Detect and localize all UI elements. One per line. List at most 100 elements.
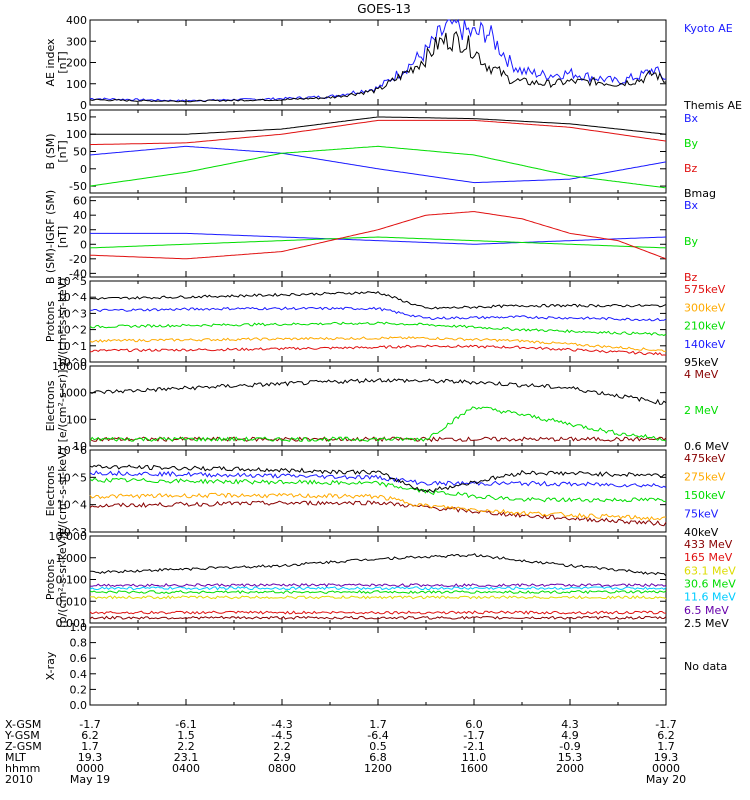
- ytick-label: 0.001: [56, 617, 88, 630]
- panel-xray: 0.0 0.2 0.4 0.6 0.8 1.0 No data X-ray: [44, 621, 727, 712]
- series-line-40kev: [89, 464, 667, 493]
- ytick-label: 10^3: [57, 526, 87, 539]
- legend-label: 30.6 MeV: [684, 578, 736, 591]
- series-line-0.6-mev: [89, 377, 667, 405]
- footer-cell: -1.7: [463, 729, 484, 742]
- legend-label: 150keV: [684, 489, 726, 502]
- ytick-label: 10^0: [57, 356, 87, 369]
- series-line-30.6-mev: [89, 589, 667, 595]
- ytick-label: 10.000: [49, 530, 88, 543]
- ytick-label: 40: [73, 209, 87, 222]
- panel-frame: [89, 109, 667, 194]
- footer-cell: 4.9: [561, 729, 579, 742]
- ylabel-line2: [p/(cm²-s-sr-keV)]: [56, 531, 69, 628]
- series-line-210kev: [89, 321, 667, 337]
- ylabel-line1: AE index: [44, 38, 57, 87]
- series-line-bx: [90, 232, 667, 245]
- ytick-label: 10^6: [57, 444, 87, 457]
- footer-cell: 2.2: [177, 740, 195, 753]
- footer-cell: -2.1: [463, 740, 484, 753]
- ylabel-line1: Protons: [44, 559, 57, 600]
- ytick-label: 10^5: [57, 471, 87, 484]
- legend-label: 95keV: [684, 356, 719, 369]
- panel-protons_kev: 10^0 10^1 10^2 10^3 10^4 10^5 575keV 300keV 210k…: [44, 275, 726, 369]
- footer-row-label: Y-GSM: [4, 729, 40, 742]
- ylabel-line2: e/(cm²-s-sr-keV): [56, 447, 69, 535]
- series-line-475kev: [89, 500, 667, 527]
- ytick-label: 100: [66, 128, 87, 141]
- footer-cell: 0000: [652, 762, 680, 775]
- footer-cell: 11.0: [462, 751, 487, 764]
- footer-cell: -1.7: [655, 718, 676, 731]
- footer-cell: 1600: [460, 762, 488, 775]
- series-line-140kev: [89, 306, 667, 322]
- ytick-label: 10: [73, 440, 87, 453]
- footer-table: X-GSM -1.7 -6.1 -4.3 1.7 6.0 4.3 -1.7Y-GSM 6.2 1.…: [4, 718, 686, 786]
- panel-ae: 0 100 200 300 400 Kyoto AE Themis AE AE index [n…: [44, 14, 742, 112]
- series-line-300kev: [89, 336, 667, 353]
- footer-cell: 1.7: [81, 740, 99, 753]
- ytick-label: 10^5: [57, 275, 87, 288]
- legend-label: 210keV: [684, 320, 726, 333]
- footer-date-start: May 19: [70, 773, 110, 786]
- footer-row-label: hhmm: [5, 762, 40, 775]
- ytick-label: 10^3: [57, 307, 87, 320]
- ytick-label: 300: [66, 35, 87, 48]
- legend-label: 165 MeV: [684, 551, 733, 564]
- footer-cell: 0.5: [369, 740, 387, 753]
- ytick-label: 20: [73, 224, 87, 237]
- series-line-6.5-mev: [89, 583, 667, 588]
- ytick-label: 0: [80, 163, 87, 176]
- legend-label: Bx: [684, 199, 699, 212]
- series-line-2-mev: [89, 406, 667, 442]
- footer-cell: -4.5: [271, 729, 292, 742]
- footer-cell: -6.4: [367, 729, 388, 742]
- footer-cell: 1.5: [177, 729, 195, 742]
- footer-row-label: X-GSM: [5, 718, 41, 731]
- legend-label: 63.1 MeV: [684, 564, 736, 577]
- series-line-165-mev: [89, 610, 667, 615]
- legend-label: 2 MeV: [684, 404, 719, 417]
- series-line-11.6-mev: [89, 586, 667, 591]
- ytick-label: 0.8: [70, 637, 88, 650]
- ytick-label: 0.0: [70, 699, 88, 712]
- panel-frame: [89, 535, 667, 624]
- ytick-label: 60: [73, 195, 87, 208]
- panel-frame: [89, 365, 667, 447]
- series-line-63.1-mev: [89, 595, 667, 600]
- legend-label: Themis AE: [683, 99, 742, 112]
- ytick-label: -50: [69, 180, 87, 193]
- ylabel-line2: [nT]: [56, 226, 69, 248]
- footer-cell: 15.3: [558, 751, 583, 764]
- panel-frame: [89, 626, 667, 706]
- ylabel-line1: B (SM)-IGRF (SM): [44, 190, 57, 284]
- ytick-label: 1.000: [56, 552, 88, 565]
- ytick-label: 400: [66, 14, 87, 27]
- series-line-433-mev: [89, 615, 667, 620]
- legend-label: 575keV: [684, 283, 726, 296]
- figure-title: GOES-13: [357, 2, 411, 16]
- ylabel-line2: [nT]: [56, 140, 69, 162]
- series-line-by: [89, 145, 667, 189]
- footer-cell: 2.2: [273, 740, 291, 753]
- footer-row-label: MLT: [5, 751, 26, 764]
- footer-cell: 2.9: [273, 751, 291, 764]
- legend-label: 140keV: [684, 338, 726, 351]
- footer-cell: 6.2: [81, 729, 99, 742]
- series-line-75kev: [89, 470, 667, 489]
- ytick-label: 100: [66, 413, 87, 426]
- footer-cell: 4.3: [561, 718, 579, 731]
- ytick-label: 0.6: [70, 652, 88, 665]
- footer-cell: 19.3: [654, 751, 679, 764]
- series-line-150kev: [89, 477, 667, 503]
- footer-cell: 0400: [172, 762, 200, 775]
- footer-cell: 0800: [268, 762, 296, 775]
- footer-cell: 19.3: [78, 751, 103, 764]
- ytick-label: 50: [73, 146, 87, 159]
- ytick-label: 200: [66, 57, 87, 70]
- legend-label: 6.5 MeV: [684, 604, 729, 617]
- legend-label: 75keV: [684, 508, 719, 521]
- legend-label: 275keV: [684, 471, 726, 484]
- footer-cell: 1200: [364, 762, 392, 775]
